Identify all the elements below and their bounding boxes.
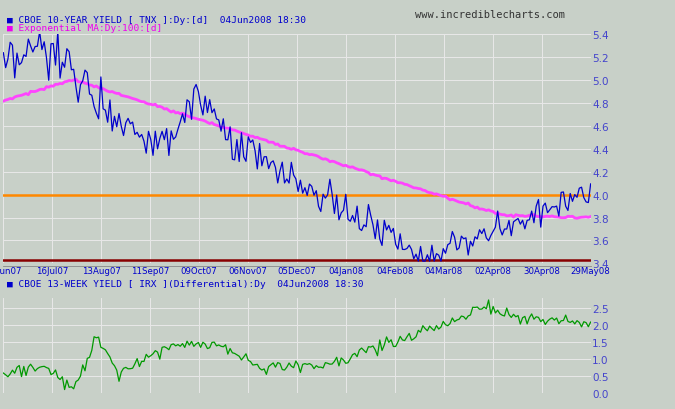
- Text: ■ Exponential MA:Dy:100:[d]: ■ Exponential MA:Dy:100:[d]: [7, 24, 162, 33]
- Text: ■ CBOE 13-WEEK YIELD [ IRX ](Differential):Dy  04Jun2008 18:30: ■ CBOE 13-WEEK YIELD [ IRX ](Differentia…: [7, 279, 363, 288]
- Text: ■ CBOE 10-YEAR YIELD [ TNX ]:Dy:[d]  04Jun2008 18:30: ■ CBOE 10-YEAR YIELD [ TNX ]:Dy:[d] 04Ju…: [7, 16, 306, 25]
- Text: www.incrediblecharts.com: www.incrediblecharts.com: [415, 10, 565, 20]
